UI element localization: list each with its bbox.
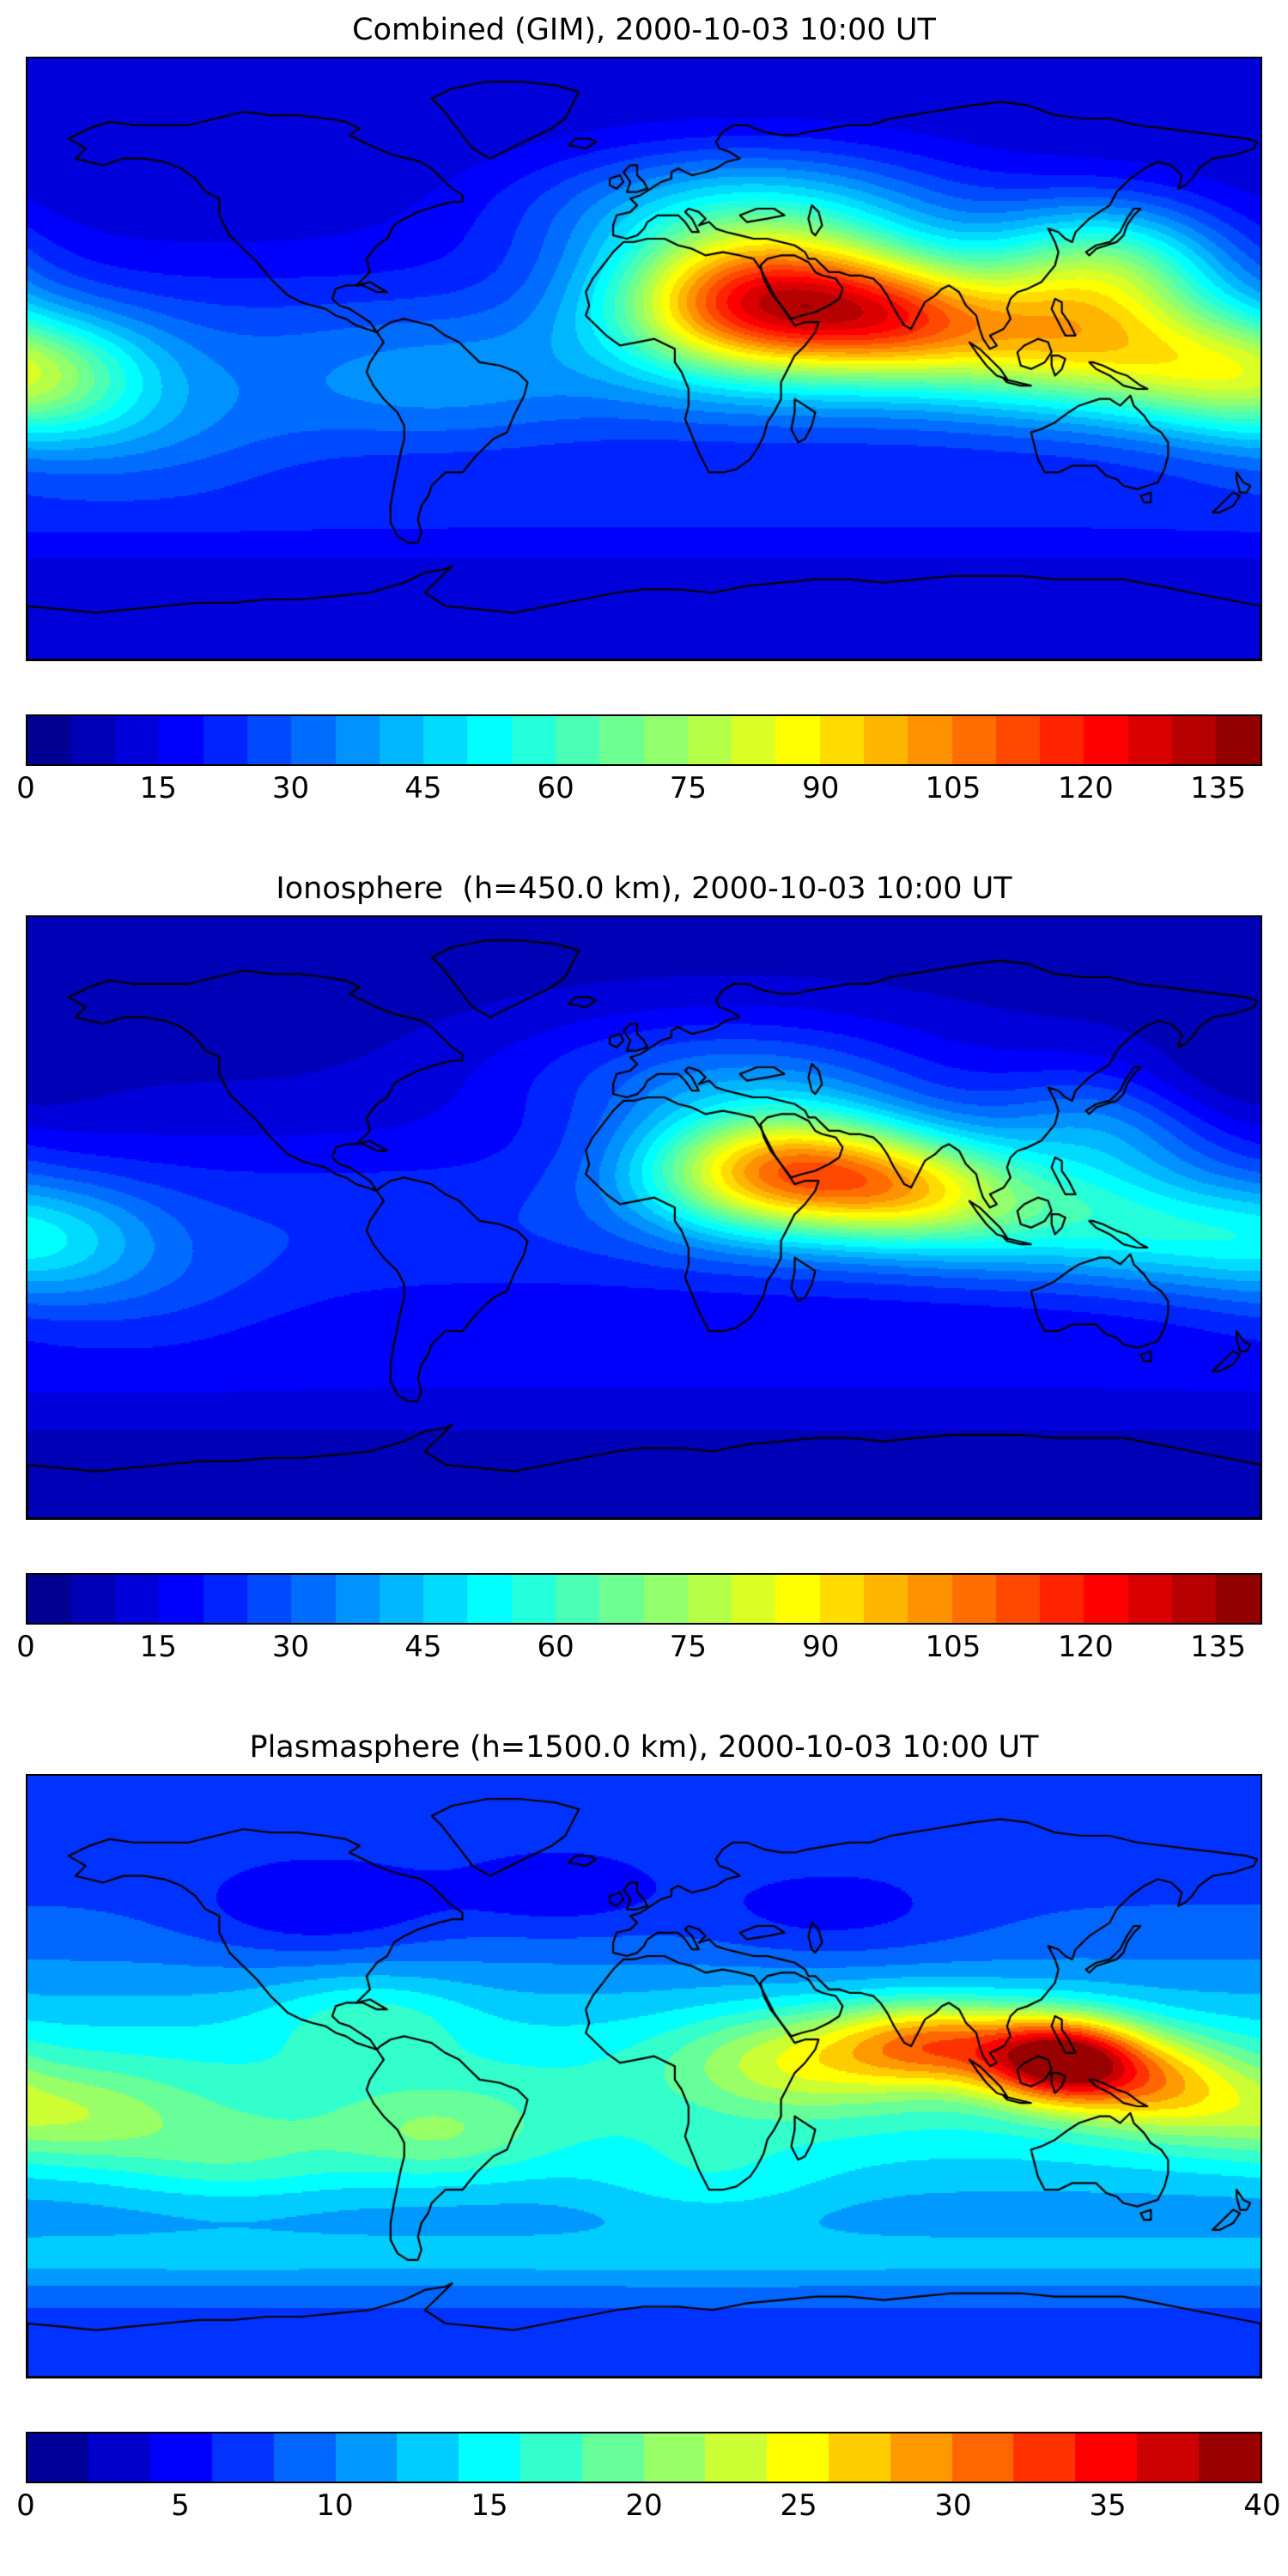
colorbar-tick-label: 15 (139, 1629, 177, 1664)
colorbar-canvas-ionosphere (27, 1574, 1261, 1623)
colorbar-tick-label: 45 (404, 1629, 442, 1664)
panel-title-ionosphere: Ionosphere (h=450.0 km), 2000-10-03 10:0… (276, 872, 1012, 906)
colorbar-tick-label: 15 (471, 2488, 508, 2523)
colorbar-tick-label: 15 (139, 770, 177, 805)
colorbar-tick-label: 120 (1057, 1629, 1114, 1664)
world-map-canvas-ionosphere (27, 916, 1261, 1518)
panel-title-plasmasphere: Plasmasphere (h=1500.0 km), 2000-10-03 1… (249, 1730, 1039, 1765)
colorbar-tick-label: 35 (1089, 2488, 1127, 2523)
panel-ionosphere: Ionosphere (h=450.0 km), 2000-10-03 10:0… (0, 859, 1288, 1717)
colorbar-frame-combined (26, 714, 1262, 766)
panel-combined-gim: Combined (GIM), 2000-10-03 10:00 UT 0 15 3… (0, 0, 1288, 859)
panel-title-combined: Combined (GIM), 2000-10-03 10:00 UT (352, 13, 936, 47)
colorbar-tick-labels-ionosphere: 0 15 30 45 60 75 90 105 120 135 (16, 1629, 1262, 1669)
colorbar-tick-label: 135 (1190, 1629, 1247, 1664)
colorbar-tick-label: 60 (537, 1629, 574, 1664)
world-map-canvas-plasmasphere (27, 1775, 1261, 2377)
colorbar-tick-labels-plasmasphere: 0 5 10 15 20 25 30 35 40 (16, 2488, 1280, 2528)
colorbar-tick-label: 30 (271, 770, 310, 805)
colorbar-frame-ionosphere (26, 1572, 1262, 1625)
colorbar-tick-label: 0 (16, 1629, 35, 1664)
colorbar-frame-plasmasphere (26, 2431, 1262, 2483)
colorbar-tick-label: 25 (780, 2488, 817, 2523)
colorbar-tick-label: 30 (934, 2488, 972, 2523)
colorbar-tick-label: 105 (925, 770, 981, 805)
colorbar-tick-label: 90 (802, 1629, 840, 1664)
colorbar-tick-label: 30 (271, 1629, 310, 1664)
colorbar-tick-label: 5 (171, 2488, 190, 2523)
colorbar-tick-label: 120 (1057, 770, 1114, 805)
colorbar-tick-label: 90 (802, 770, 840, 805)
colorbar-tick-label: 75 (669, 770, 708, 805)
colorbar-tick-label: 40 (1243, 2488, 1281, 2523)
colorbar-tick-label: 135 (1190, 770, 1247, 805)
colorbar-tick-label: 0 (16, 770, 35, 805)
colorbar-tick-label: 10 (316, 2488, 354, 2523)
panel-plasmasphere: Plasmasphere (h=1500.0 km), 2000-10-03 1… (0, 1717, 1288, 2576)
colorbar-tick-labels-combined: 0 15 30 45 60 75 90 105 120 135 (16, 770, 1262, 811)
map-frame-ionosphere (26, 914, 1262, 1520)
colorbar-tick-label: 60 (537, 770, 574, 805)
colorbar-tick-label: 75 (669, 1629, 708, 1664)
colorbar-tick-label: 45 (404, 770, 442, 805)
colorbar-tick-label: 105 (925, 1629, 981, 1664)
colorbar-tick-label: 0 (16, 2488, 35, 2523)
map-frame-combined (26, 56, 1262, 661)
map-frame-plasmasphere (26, 1773, 1262, 2379)
colorbar-tick-label: 20 (625, 2488, 663, 2523)
colorbar-canvas-combined (27, 715, 1261, 764)
world-map-canvas-combined (27, 58, 1261, 659)
colorbar-canvas-plasmasphere (27, 2433, 1261, 2482)
